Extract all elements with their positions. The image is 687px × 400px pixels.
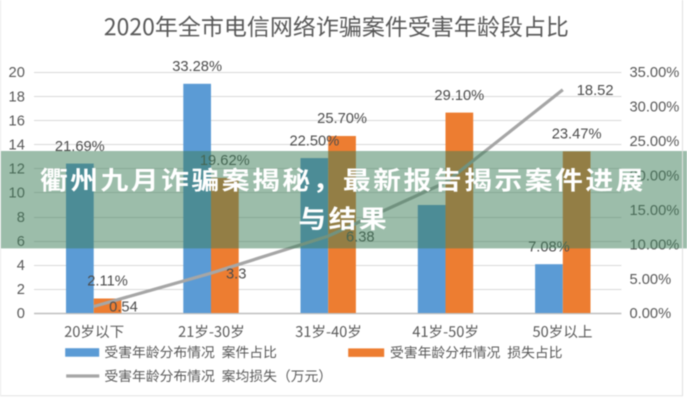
svg-text:22.50%: 22.50% bbox=[289, 133, 339, 149]
svg-text:0.00%: 0.00% bbox=[630, 306, 672, 322]
svg-text:14: 14 bbox=[9, 138, 25, 154]
svg-text:0: 0 bbox=[17, 306, 25, 322]
svg-text:0.54: 0.54 bbox=[109, 300, 138, 316]
svg-text:4: 4 bbox=[17, 258, 25, 274]
svg-text:21.69%: 21.69% bbox=[55, 139, 105, 155]
svg-text:3.3: 3.3 bbox=[226, 266, 246, 282]
svg-text:18.52: 18.52 bbox=[577, 83, 614, 99]
svg-text:20: 20 bbox=[9, 65, 25, 81]
svg-text:5.00%: 5.00% bbox=[630, 272, 672, 288]
svg-text:18: 18 bbox=[9, 89, 25, 105]
svg-text:29.10%: 29.10% bbox=[434, 88, 484, 104]
svg-text:33.28%: 33.28% bbox=[172, 59, 222, 75]
svg-text:35.00%: 35.00% bbox=[630, 65, 680, 81]
svg-text:25.00%: 25.00% bbox=[630, 134, 680, 150]
svg-text:23.47%: 23.47% bbox=[552, 127, 602, 143]
svg-text:30.00%: 30.00% bbox=[630, 100, 680, 116]
svg-text:2.11%: 2.11% bbox=[87, 274, 128, 290]
svg-text:16: 16 bbox=[9, 113, 25, 129]
svg-text:2: 2 bbox=[17, 282, 25, 298]
svg-text:25.70%: 25.70% bbox=[317, 111, 367, 127]
